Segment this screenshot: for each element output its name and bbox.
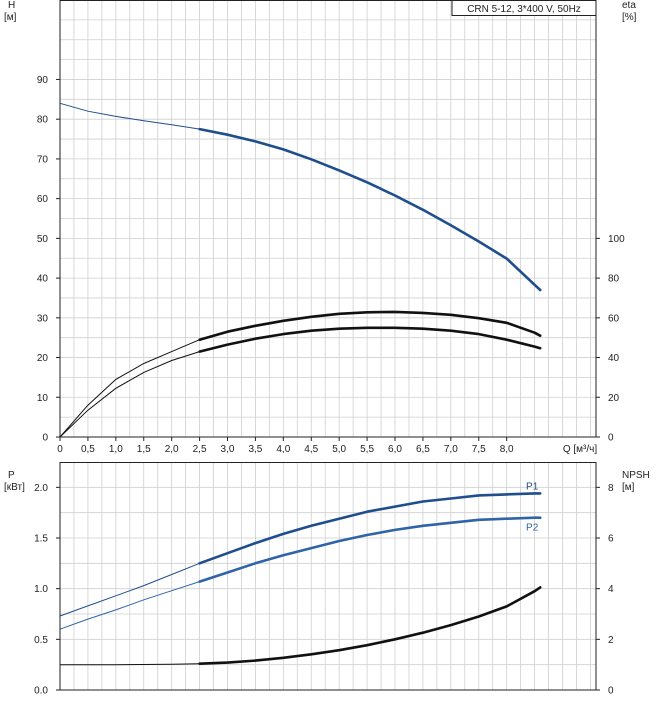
series-1-3-line-bold — [198, 326, 542, 353]
y-left-axis-unit: [м] — [4, 12, 17, 23]
series-2-3-line-thin — [60, 663, 200, 666]
y-right-tick-label: 60 — [608, 313, 620, 324]
y-right-axis-unit: [%] — [622, 12, 637, 23]
y-left-tick-label: 30 — [37, 313, 49, 324]
y-right-tick-label: 100 — [608, 234, 625, 245]
y-left-tick-label: 20 — [37, 353, 49, 364]
y-left-tick-label: 1.0 — [34, 584, 48, 595]
y-left-axis-label: P — [8, 470, 15, 481]
series-label-p1: P1 — [526, 481, 539, 492]
y-left-tick-label: 60 — [37, 194, 49, 205]
y-left-tick-label: 2.0 — [34, 483, 48, 494]
x-tick-label: 1,0 — [109, 444, 123, 455]
x-tick-label: 7,0 — [444, 444, 458, 455]
x-tick-label: 8,0 — [500, 444, 514, 455]
grid-layer — [60, 0, 596, 690]
series-1-2-line-thin — [59, 339, 200, 438]
y-left-tick-label: 50 — [37, 234, 49, 245]
y-right-axis-label: NPSH — [622, 470, 650, 481]
x-tick-label: 5,5 — [360, 444, 374, 455]
y-right-tick-label: 80 — [608, 274, 620, 285]
y-left-tick-label: 90 — [37, 75, 49, 86]
x-tick-label: 3,5 — [248, 444, 262, 455]
y-right-axis-unit: [м] — [622, 482, 635, 493]
series-2-3-line-bold — [198, 586, 542, 665]
y-left-tick-label: 10 — [37, 393, 49, 404]
x-tick-label: 3,0 — [221, 444, 235, 455]
y-left-tick-label: 0 — [42, 433, 48, 444]
x-tick-label: 4,5 — [304, 444, 318, 455]
x-tick-label: 2,0 — [165, 444, 179, 455]
series-layer — [59, 102, 542, 666]
x-tick-label: 6,5 — [416, 444, 430, 455]
series-1-1-line-thin — [59, 102, 200, 130]
y-left-tick-label: 0.0 — [34, 686, 48, 697]
y-right-tick-label: 40 — [608, 353, 620, 364]
x-tick-label: 0 — [57, 444, 63, 455]
y-right-tick-label: 8 — [608, 483, 614, 494]
chart-title: CRN 5-12, 3*400 V, 50Hz — [467, 4, 581, 15]
plot-frame-2 — [59, 462, 597, 691]
y-right-tick-label: 6 — [608, 534, 614, 545]
series-2-2-line-bold — [198, 516, 542, 583]
y-right-tick-label: 2 — [608, 635, 614, 646]
y-right-tick-label: 0 — [608, 433, 614, 444]
series-2-1-line-bold — [198, 492, 542, 565]
x-tick-label: 2,5 — [193, 444, 207, 455]
text-layer: 0102030405060708090020406080100H[м]eta[%… — [4, 0, 650, 697]
series-label-p2: P2 — [526, 523, 539, 534]
y-left-tick-label: 70 — [37, 154, 49, 165]
y-left-axis-label: H — [8, 0, 15, 11]
x-tick-label: 5,0 — [332, 444, 346, 455]
y-left-tick-label: 0.5 — [34, 635, 48, 646]
y-right-axis-label: eta — [622, 0, 636, 11]
x-tick-label: 7,5 — [472, 444, 486, 455]
x-tick-label: 0,5 — [81, 444, 95, 455]
frame-layer — [56, 0, 600, 691]
series-2-2-line-thin — [59, 581, 200, 630]
title-box — [451, 0, 597, 16]
y-right-tick-label: 4 — [608, 584, 614, 595]
y-right-tick-label: 20 — [608, 393, 620, 404]
series-2-1-line-thin — [59, 562, 200, 617]
x-tick-label: 4,0 — [276, 444, 290, 455]
series-1-1-line-bold — [198, 127, 542, 292]
x-tick-label: 6,0 — [388, 444, 402, 455]
y-left-tick-label: 1.5 — [34, 534, 48, 545]
series-1-2-line-bold — [198, 310, 542, 341]
y-left-tick-label: 80 — [37, 115, 49, 126]
y-left-tick-label: 40 — [37, 274, 49, 285]
series-1-3-line-thin — [59, 351, 200, 438]
x-axis-label: Q [м³/ч] — [563, 444, 598, 455]
x-tick-label: 1,5 — [137, 444, 151, 455]
y-left-axis-unit: [кВт] — [4, 482, 25, 493]
plot-frame-1 — [59, 0, 597, 438]
y-right-tick-label: 0 — [608, 686, 614, 697]
